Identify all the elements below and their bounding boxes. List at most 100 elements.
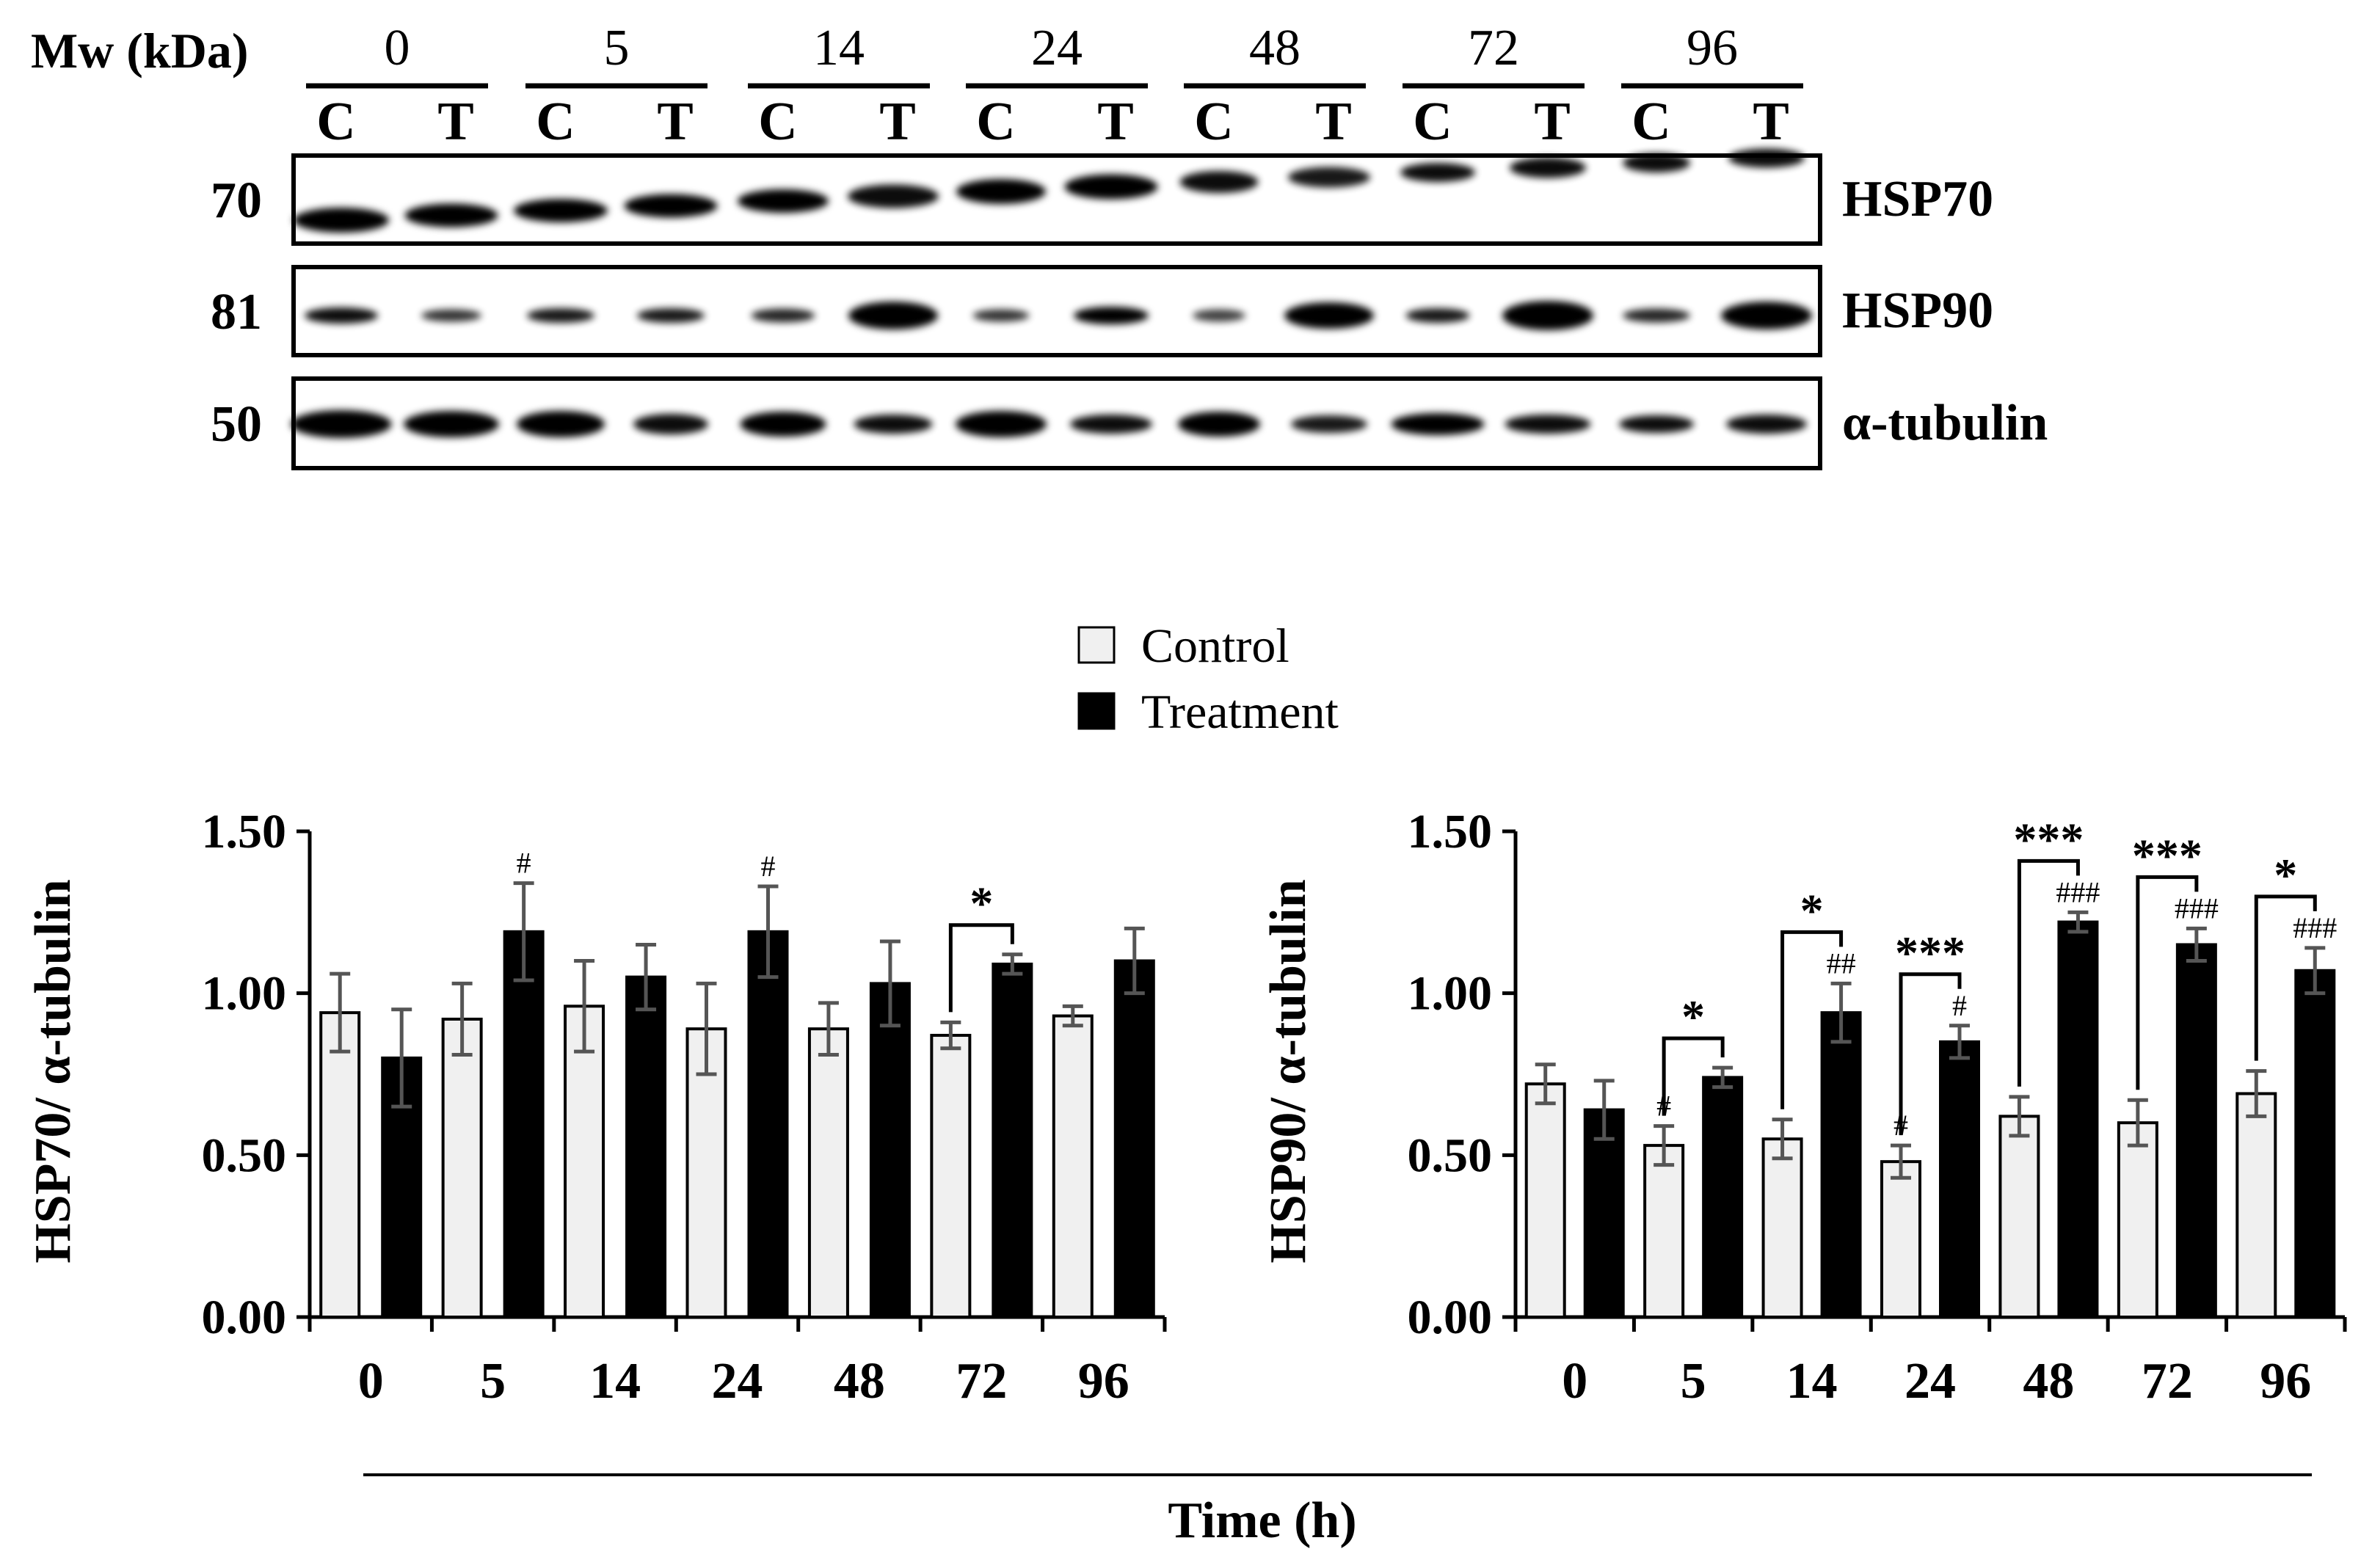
significance-asterisk: *** bbox=[2013, 813, 2084, 865]
legend-label-control: Control bbox=[1141, 619, 1289, 673]
y-tick-label: 0.00 bbox=[1408, 1291, 1493, 1344]
blot-band bbox=[1074, 307, 1149, 324]
blot-band bbox=[956, 411, 1047, 437]
significance-asterisk: * bbox=[2274, 849, 2297, 901]
significance-hash: ### bbox=[2056, 875, 2100, 908]
blot-protein-label: HSP70 bbox=[1842, 171, 1993, 227]
blot-row-tubulin: 50 α-tubulin bbox=[211, 376, 2048, 470]
blot-band bbox=[1405, 308, 1470, 323]
blot-row-frame bbox=[291, 153, 1822, 246]
blot-protein-label: HSP90 bbox=[1842, 282, 1993, 339]
bar-control bbox=[1880, 1160, 1921, 1319]
blot-band bbox=[1193, 309, 1245, 322]
blot-band bbox=[1178, 412, 1260, 437]
x-tick-label: 96 bbox=[2260, 1353, 2311, 1410]
bar-control bbox=[2236, 1092, 2277, 1319]
blot-row-hsp90: 81 HSP90 bbox=[211, 265, 1993, 357]
blot-timepoint-label: 5 bbox=[604, 20, 630, 76]
significance-hash: # bbox=[517, 847, 531, 880]
significance-hash: ### bbox=[2175, 891, 2219, 925]
bar-treatment bbox=[2294, 969, 2336, 1319]
bar-treatment bbox=[869, 982, 911, 1319]
x-tick-label: 24 bbox=[712, 1353, 763, 1410]
bar-treatment bbox=[992, 962, 1033, 1319]
blot-band bbox=[972, 309, 1030, 322]
blot-timepoint-label: 96 bbox=[1687, 20, 1738, 76]
blot-band bbox=[1070, 415, 1152, 434]
x-tick-label: 96 bbox=[1078, 1353, 1129, 1410]
bar-control bbox=[1998, 1115, 2040, 1319]
x-tick-label: 0 bbox=[1562, 1353, 1587, 1410]
blot-lane-label-control: C bbox=[316, 92, 355, 152]
mw-label: Mw (kDa) bbox=[31, 23, 249, 79]
significance-bracket bbox=[2136, 875, 2199, 1090]
blot-band bbox=[1288, 167, 1370, 188]
significance-bracket bbox=[1899, 972, 1962, 1136]
significance-hash: # bbox=[761, 850, 776, 883]
y-tick-label: 0.50 bbox=[202, 1128, 287, 1182]
bar-control bbox=[441, 1017, 483, 1319]
bar-treatment bbox=[747, 930, 789, 1319]
bar-treatment bbox=[2175, 943, 2217, 1319]
blot-mw-value: 70 bbox=[211, 172, 262, 229]
bar-treatment bbox=[625, 975, 667, 1319]
bar-control bbox=[319, 1011, 361, 1319]
blot-band bbox=[1391, 413, 1485, 435]
bar-control bbox=[930, 1034, 972, 1319]
blot-band bbox=[1721, 302, 1812, 329]
y-tick-label: 1.50 bbox=[202, 805, 287, 858]
significance-bracket bbox=[2017, 858, 2080, 1087]
x-tick-label: 5 bbox=[1681, 1353, 1706, 1410]
blot-timepoint-label: 48 bbox=[1249, 20, 1300, 76]
x-tick-label: 48 bbox=[2023, 1353, 2074, 1410]
significance-hash: # bbox=[1952, 989, 1967, 1022]
significance-asterisk: *** bbox=[2132, 829, 2202, 881]
blot-timepoint-label: 0 bbox=[385, 20, 410, 76]
legend-label-treatment: Treatment bbox=[1141, 685, 1339, 739]
y-tick-label: 1.00 bbox=[202, 967, 287, 1021]
blot-band bbox=[421, 309, 481, 322]
blot-band bbox=[848, 184, 939, 208]
blot-timepoint-label: 72 bbox=[1468, 20, 1519, 76]
blot-band bbox=[514, 199, 608, 222]
blot-mw-value: 50 bbox=[211, 396, 262, 453]
bar-treatment bbox=[2057, 920, 2099, 1319]
blot-lane-label-control: C bbox=[1194, 92, 1233, 152]
bar-treatment bbox=[1702, 1076, 1744, 1319]
blot-lane-label-control: C bbox=[1413, 92, 1452, 152]
blot-band bbox=[294, 208, 389, 233]
blot-lane-label-treatment: T bbox=[1315, 92, 1351, 152]
bar-treatment bbox=[1583, 1108, 1625, 1319]
blot-lane-label-control: C bbox=[1631, 92, 1670, 152]
blot-band bbox=[1064, 174, 1158, 200]
bar-treatment bbox=[1939, 1040, 1980, 1319]
blot-lane-label-treatment: T bbox=[1753, 92, 1789, 152]
bar-control bbox=[1643, 1144, 1685, 1319]
bar-control bbox=[1761, 1137, 1803, 1319]
significance-hash: ### bbox=[2293, 911, 2337, 944]
blot-band bbox=[1502, 301, 1593, 330]
x-tick-label: 72 bbox=[2142, 1353, 2193, 1410]
blot-lane-label-treatment: T bbox=[879, 92, 915, 152]
blot-lane-label-treatment: T bbox=[657, 92, 693, 152]
bar-control bbox=[807, 1027, 849, 1319]
significance-asterisk: * bbox=[1800, 884, 1824, 936]
blot-band bbox=[1179, 171, 1259, 193]
blot-timepoint-label: 14 bbox=[813, 20, 865, 76]
blot-band bbox=[1623, 308, 1690, 323]
blot-lane-label-control: C bbox=[976, 92, 1015, 152]
bar-treatment bbox=[1113, 959, 1155, 1319]
x-tick-label: 14 bbox=[589, 1353, 641, 1410]
significance-asterisk: * bbox=[1681, 991, 1705, 1043]
x-tick-label: 72 bbox=[956, 1353, 1007, 1410]
x-tick-label: 24 bbox=[1905, 1353, 1956, 1410]
blot-band bbox=[1728, 148, 1805, 168]
hsp70-chart: HSP70/ α-tubulin 0.00 0.50 1.00 1.50 0 5 14 24 4… bbox=[25, 805, 1167, 1410]
legend-swatch-treatment bbox=[1077, 692, 1116, 730]
hsp90-y-axis-title: HSP90/ α-tubulin bbox=[1260, 879, 1317, 1263]
x-tick-label: 5 bbox=[480, 1353, 506, 1410]
x-tick-label: 48 bbox=[834, 1353, 885, 1410]
blot-lane-label-control: C bbox=[758, 92, 797, 152]
legend-swatch-control bbox=[1077, 626, 1116, 664]
blot-timepoint-label: 24 bbox=[1031, 20, 1083, 76]
